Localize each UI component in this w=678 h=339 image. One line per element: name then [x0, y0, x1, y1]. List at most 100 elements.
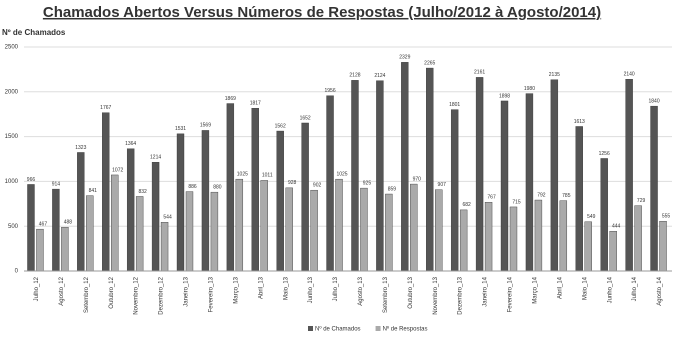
bar: [609, 231, 617, 272]
value-label: 925: [363, 180, 372, 186]
bar: [475, 77, 484, 272]
value-label: 2140: [624, 72, 635, 78]
bar: [36, 228, 44, 272]
value-label: 1011: [262, 173, 273, 179]
bar: [226, 103, 235, 272]
chart-title: Chamados Abertos Versus Números de Respo…: [43, 4, 601, 21]
bar: [151, 162, 160, 272]
bar: [625, 79, 633, 272]
bar: [126, 148, 135, 272]
bar: [301, 122, 309, 272]
value-label: 1817: [250, 101, 261, 107]
legend-swatch: [308, 326, 313, 331]
bar: [276, 130, 284, 272]
bar: [559, 200, 568, 272]
value-label: 886: [188, 184, 197, 190]
value-label: 1980: [524, 86, 535, 92]
bar: [235, 178, 244, 272]
value-label: 792: [537, 192, 546, 198]
x-tick-label: Julho_14: [632, 276, 638, 301]
bar: [111, 174, 119, 272]
x-tick-label: Abril_14: [557, 276, 563, 299]
x-tick-label: Março_14: [533, 276, 539, 303]
bar: [86, 195, 94, 272]
x-tick-label: Maio_14: [582, 276, 588, 300]
value-label: 2161: [474, 70, 485, 76]
value-label: 880: [213, 184, 222, 190]
y-tick-label: 500: [8, 224, 19, 230]
value-label: 1898: [499, 93, 510, 99]
x-tick-label: Janeiro_14: [483, 276, 489, 306]
bar: [410, 183, 418, 272]
bar: [600, 158, 608, 272]
value-label: 1323: [75, 145, 86, 151]
bar: [450, 109, 459, 272]
x-tick-label: Março_13: [233, 276, 239, 303]
value-label: 467: [39, 221, 48, 227]
bar: [201, 130, 210, 272]
value-label: 1569: [200, 123, 211, 129]
value-label: 715: [512, 199, 521, 205]
y-tick-label: 1500: [5, 134, 19, 140]
value-label: 1801: [449, 102, 460, 108]
x-tick-label: Fevereiro_14: [508, 276, 514, 312]
bar: [210, 191, 219, 272]
value-label: 907: [438, 182, 447, 188]
legend-swatch: [375, 326, 381, 331]
x-tick-label: Outubro_13: [408, 276, 414, 308]
x-tick-label: Novembro_12: [134, 276, 140, 314]
x-tick-label: Maio_13: [283, 276, 289, 300]
legend-label: Nº de Chamados: [315, 326, 361, 333]
x-tick-label: Dezembro_13: [458, 276, 464, 314]
bar: [650, 105, 658, 272]
x-tick-label: Setembro_13: [383, 276, 389, 313]
bar: [52, 188, 60, 272]
bar: [176, 133, 185, 272]
y-axis-label: Nº de Chamados: [2, 28, 66, 37]
value-label: 1562: [275, 123, 286, 129]
bar: [435, 189, 443, 272]
bar: [27, 184, 35, 272]
x-tick-label: Agosto_14: [657, 276, 663, 305]
bar: [385, 193, 393, 272]
value-label: 841: [89, 188, 98, 194]
value-label: 555: [662, 214, 671, 220]
value-label: 2135: [549, 72, 560, 78]
value-label: 966: [27, 177, 36, 183]
value-label: 1364: [125, 141, 136, 147]
y-tick-label: 2000: [5, 89, 19, 95]
value-label: 1256: [599, 151, 610, 157]
bar: [135, 196, 144, 272]
value-label: 914: [52, 181, 61, 187]
bar: [634, 205, 642, 272]
value-label: 2265: [424, 60, 435, 66]
value-label: 928: [288, 180, 297, 186]
value-label: 2329: [399, 55, 410, 61]
value-label: 1956: [324, 88, 335, 94]
x-tick-label: Novembro_13: [433, 276, 439, 314]
value-label: 859: [388, 186, 397, 192]
bar: [351, 80, 359, 272]
x-tick-label: Julho_12: [34, 276, 40, 301]
value-label: 1652: [300, 115, 311, 121]
x-tick-label: Outubro_12: [109, 276, 115, 308]
bar: [185, 191, 194, 272]
bar: [335, 178, 343, 272]
value-label: 729: [637, 198, 646, 204]
bar: [401, 62, 409, 272]
bar: [500, 100, 509, 272]
x-tick-label: Dezembro_12: [159, 276, 165, 314]
bar: [575, 126, 583, 272]
value-label: 1767: [100, 105, 111, 111]
x-tick-label: Fevereiro_13: [209, 276, 215, 312]
bar: [509, 206, 518, 272]
x-tick-label: Setembro_12: [84, 276, 90, 313]
bar: [659, 221, 667, 272]
bar: [584, 221, 592, 272]
bar: [376, 80, 384, 272]
value-label: 785: [562, 193, 571, 199]
value-label: 444: [612, 224, 621, 230]
bar: [484, 202, 493, 272]
value-label: 1214: [150, 155, 161, 161]
value-label: 2128: [349, 73, 360, 79]
